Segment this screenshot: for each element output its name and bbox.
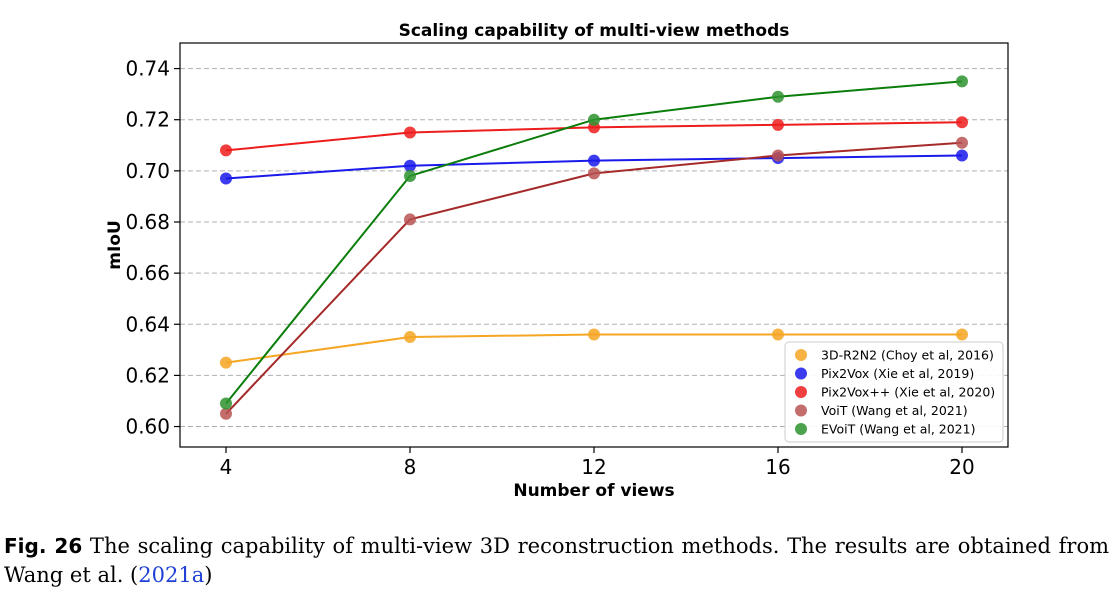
x-axis-label: Number of views [513, 481, 674, 501]
legend-marker [795, 349, 807, 361]
data-point [220, 144, 232, 157]
chart-title: Scaling capability of multi-view methods [399, 21, 790, 41]
data-point [588, 113, 600, 126]
data-point [772, 118, 784, 131]
legend-label: EVoiT (Wang et al, 2021) [821, 422, 975, 437]
x-tick-label: 12 [581, 455, 606, 479]
x-tick-label: 16 [765, 455, 790, 479]
legend-label: 3D-R2N2 (Choy et al, 2016) [821, 348, 994, 363]
data-point [404, 169, 416, 182]
data-point [220, 172, 232, 185]
y-tick-label: 0.64 [125, 312, 170, 336]
y-tick-label: 0.74 [125, 57, 170, 81]
data-point [588, 154, 600, 167]
y-tick-label: 0.62 [125, 363, 170, 387]
caption-closing: ) [204, 563, 213, 587]
data-point [220, 397, 232, 410]
y-axis-ticks: 0.60 0.62 0.64 0.66 0.68 0.70 0.72 0.74 [125, 57, 180, 439]
data-point [956, 328, 968, 341]
data-point [956, 149, 968, 162]
series-3 [220, 136, 968, 420]
data-point [220, 356, 232, 369]
legend: 3D-R2N2 (Choy et al, 2016) Pix2Vox (Xie e… [784, 341, 1004, 443]
y-axis-label: mIoU [105, 220, 125, 270]
legend-label: VoiT (Wang et al, 2021) [821, 403, 968, 418]
plot-frame [179, 42, 1009, 448]
x-axis-ticks: 4 8 12 16 20 [220, 447, 975, 479]
data-point [772, 149, 784, 162]
y-tick-label: 0.72 [125, 108, 170, 132]
data-point [404, 213, 416, 226]
legend-label: Pix2Vox (Xie et al, 2019) [821, 366, 974, 381]
data-point [956, 136, 968, 149]
series-2 [220, 116, 968, 157]
series-1 [220, 149, 968, 185]
series-layer [220, 75, 968, 420]
legend-box [784, 341, 1004, 443]
line-chart: Scaling capability of multi-view methods… [105, 21, 1009, 501]
legend-marker [795, 423, 807, 435]
series-0 [220, 328, 968, 369]
caption-text: The scaling capability of multi-view 3D … [4, 534, 1110, 587]
series-4 [220, 75, 968, 410]
data-point [588, 167, 600, 180]
data-point [772, 90, 784, 103]
data-point [404, 331, 416, 344]
data-point [772, 328, 784, 341]
y-tick-label: 0.60 [125, 415, 170, 439]
legend-label: Pix2Vox++ (Xie et al, 2020) [821, 385, 995, 400]
data-point [588, 328, 600, 341]
x-tick-label: 20 [949, 455, 974, 479]
figure-label: Fig. 26 [4, 534, 83, 558]
x-tick-label: 4 [220, 455, 233, 479]
legend-marker [795, 386, 807, 398]
y-tick-label: 0.70 [125, 159, 170, 183]
x-tick-label: 8 [404, 455, 417, 479]
y-tick-label: 0.68 [125, 210, 170, 234]
legend-marker [795, 404, 807, 417]
data-point [956, 75, 968, 88]
data-point [404, 159, 416, 172]
y-tick-label: 0.66 [125, 261, 170, 285]
citation-link[interactable]: 2021a [138, 563, 205, 587]
legend-marker [795, 367, 807, 380]
data-point [956, 116, 968, 129]
data-point [404, 126, 416, 139]
figure-caption: Fig. 26 The scaling capability of multi-… [4, 532, 1109, 590]
data-point [220, 407, 232, 420]
